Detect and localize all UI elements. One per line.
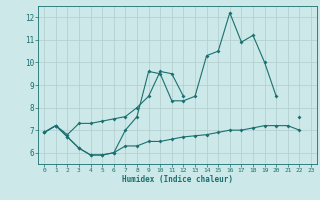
X-axis label: Humidex (Indice chaleur): Humidex (Indice chaleur) <box>122 175 233 184</box>
